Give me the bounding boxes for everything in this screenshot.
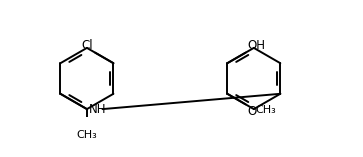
Text: CH₃: CH₃ [256,105,276,115]
Text: OH: OH [248,39,266,52]
Text: Cl: Cl [81,39,93,52]
Text: CH₃: CH₃ [77,130,97,140]
Text: NH: NH [89,103,106,116]
Text: O: O [248,105,257,118]
